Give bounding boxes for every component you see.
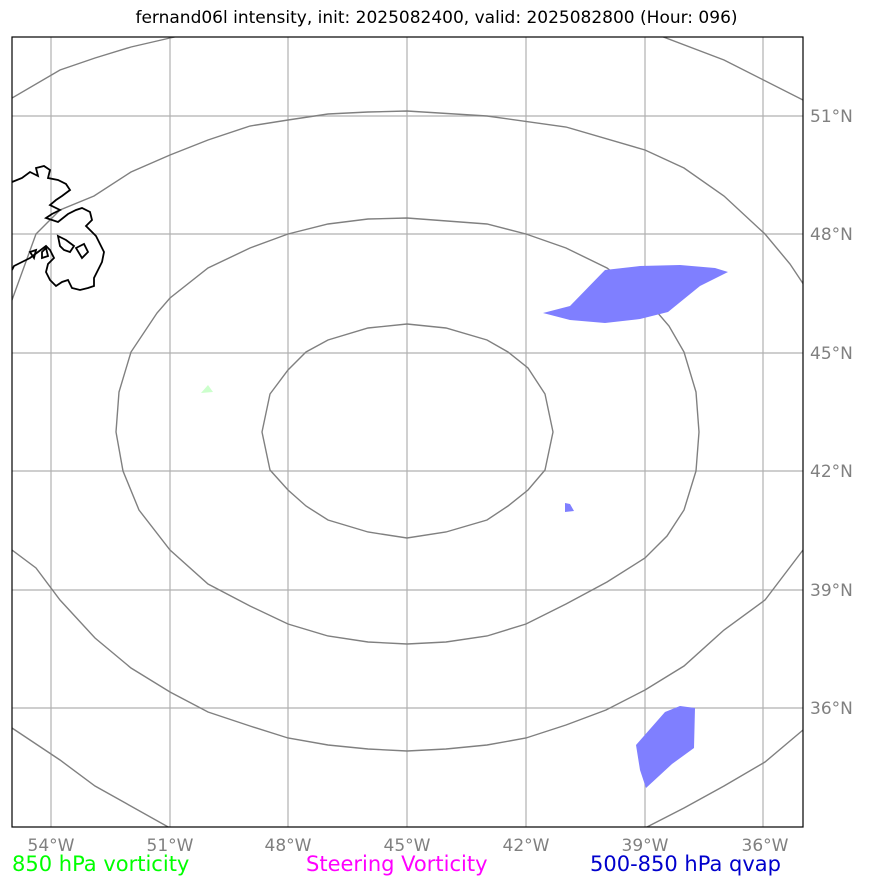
qvap-region-small <box>565 503 574 512</box>
lat-tick-36n: 36°N <box>810 699 853 719</box>
qvap-regions <box>543 265 728 788</box>
lon-tick-54w: 54°W <box>28 836 75 856</box>
legend-850-vorticity: 850 hPa vorticity <box>12 852 190 876</box>
contour-ring-inner <box>261 323 554 539</box>
lat-tick-45n: 45°N <box>810 344 853 364</box>
longitude-tick-labels: 54°W 51°W 48°W 45°W 42°W 39°W 36°W <box>28 836 789 856</box>
qvap-region-northeast <box>543 265 728 323</box>
lon-tick-48w: 48°W <box>265 836 312 856</box>
coastline-main <box>12 165 105 291</box>
contour-ring-3 <box>12 110 803 752</box>
lon-tick-51w: 51°W <box>147 836 194 856</box>
latitude-tick-labels: 51°N 48°N 45°N 42°N 39°N 36°N <box>810 107 853 719</box>
lat-tick-39n: 39°N <box>810 581 853 601</box>
qvap-region-southeast <box>636 706 695 788</box>
coastline-island <box>41 246 50 260</box>
longitude-gridlines <box>50 37 764 827</box>
legend-steering-vorticity: Steering Vorticity <box>306 852 488 876</box>
lat-tick-42n: 42°N <box>810 462 853 482</box>
contour-ring-2 <box>115 217 700 645</box>
lon-tick-45w: 45°W <box>384 836 431 856</box>
map-title: fernand06l intensity, init: 2025082400, … <box>135 8 738 28</box>
legend-qvap: 500-850 hPa qvap <box>590 852 781 876</box>
lon-tick-39w: 39°W <box>622 836 669 856</box>
lon-tick-36w: 36°W <box>742 836 789 856</box>
latitude-gridlines <box>12 115 803 709</box>
map-frame <box>11 36 804 828</box>
lon-tick-42w: 42°W <box>503 836 550 856</box>
coastline-bay <box>74 242 90 260</box>
vorticity-speck <box>201 385 213 393</box>
coastline-peninsula <box>28 248 38 261</box>
coastline-inlet <box>56 234 76 254</box>
lat-tick-48n: 48°N <box>810 225 853 245</box>
coastline-newfoundland <box>12 165 105 291</box>
lat-tick-51n: 51°N <box>810 107 853 127</box>
